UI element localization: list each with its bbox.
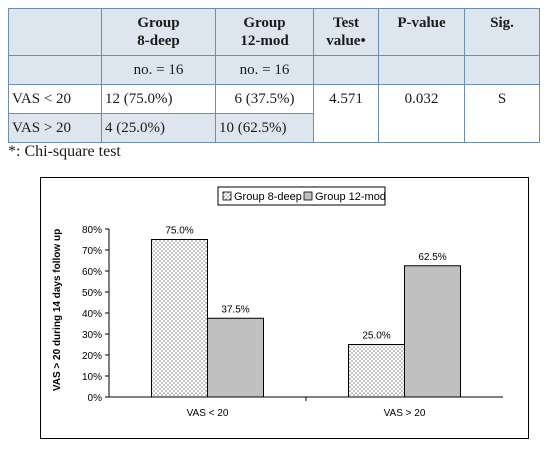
- table-row: VAS > 20 4 (25.0%) 10 (62.5%): [8, 113, 540, 143]
- legend-label-series-1: Group 8-deep: [234, 191, 302, 203]
- header-cell-group-8-deep: Group 8-deep: [101, 8, 216, 56]
- header-cell-group-12-mod: Group 12-mod: [215, 8, 314, 56]
- legend-swatch-series-2: [303, 191, 313, 201]
- x-tick-label: VAS < 20: [187, 408, 229, 419]
- bar: [404, 265, 461, 398]
- header-cell-empty: [8, 8, 102, 56]
- table-cell: 12 (75.0%): [101, 84, 216, 114]
- bar-data-label: 37.5%: [221, 304, 249, 315]
- header-cell-p-value: P-value: [378, 8, 465, 56]
- y-tick-label: 30%: [82, 330, 102, 341]
- y-tick-label: 0%: [88, 393, 103, 404]
- table-row: VAS < 20 12 (75.0%) 6 (37.5%) 4.571 0.03…: [8, 84, 540, 143]
- p-value-cell: 0.032: [378, 84, 465, 143]
- table-cell: 10 (62.5%): [215, 113, 314, 143]
- test-value-cell: 4.571: [313, 84, 379, 143]
- y-axis-title: VAS > 20 during 14 days follow up: [52, 229, 63, 391]
- bar: [348, 344, 405, 398]
- results-table: Group 8-deep Group 12-mod Test value• P-…: [8, 8, 540, 143]
- y-tick-label: 20%: [82, 351, 102, 362]
- y-tick-label: 60%: [82, 267, 102, 278]
- table-header-row: Group 8-deep Group 12-mod Test value• P-…: [8, 8, 540, 56]
- subheader-cell: no. = 16: [215, 55, 314, 85]
- x-axis: VAS < 20 VAS > 20: [109, 396, 503, 419]
- row-label: VAS > 20: [8, 113, 102, 143]
- legend-label-series-2: Group 12-mod: [315, 191, 386, 203]
- subheader-cell: [8, 55, 102, 85]
- x-tick-label: VAS > 20: [384, 408, 426, 419]
- y-tick-label: 80%: [82, 225, 102, 236]
- chart-legend: Group 8-deep Group 12-mod: [217, 186, 386, 206]
- bar-data-label: 75.0%: [165, 226, 193, 237]
- table-cell: 4 (25.0%): [101, 113, 216, 143]
- bar-data-label: 25.0%: [362, 331, 390, 342]
- bar: [151, 239, 208, 398]
- table-cell: 6 (37.5%): [215, 84, 314, 114]
- legend-swatch-series-1: [222, 191, 232, 201]
- subheader-cell: no. = 16: [101, 55, 216, 85]
- header-cell-test-value: Test value•: [313, 8, 379, 56]
- y-tick-label: 50%: [82, 288, 102, 299]
- subheader-cell: [313, 55, 379, 85]
- y-tick-label: 70%: [82, 246, 102, 257]
- bars: 75.0% 37.5% 25.0% 62.5%: [151, 226, 461, 398]
- bar-data-label: 62.5%: [418, 252, 446, 263]
- subheader-cell: [378, 55, 465, 85]
- header-cell-sig: Sig.: [464, 8, 540, 56]
- footnote: *: Chi-square test: [8, 143, 121, 160]
- row-label: VAS < 20: [8, 84, 102, 114]
- y-axis: 0% 10% 20% 30% 40% 50% 60% 70% 80%: [82, 225, 110, 404]
- y-tick-label: 10%: [82, 372, 102, 383]
- chart-canvas: Group 8-deep Group 12-mod VAS > 20 durin…: [52, 186, 503, 419]
- bar: [207, 317, 264, 398]
- legend-box: [217, 186, 386, 206]
- subheader-cell: [464, 55, 540, 85]
- y-tick-label: 40%: [82, 309, 102, 320]
- table-subheader-row: no. = 16 no. = 16: [8, 55, 540, 85]
- bar-chart: Group 8-deep Group 12-mod VAS > 20 durin…: [40, 177, 529, 439]
- sig-cell: S: [464, 84, 540, 143]
